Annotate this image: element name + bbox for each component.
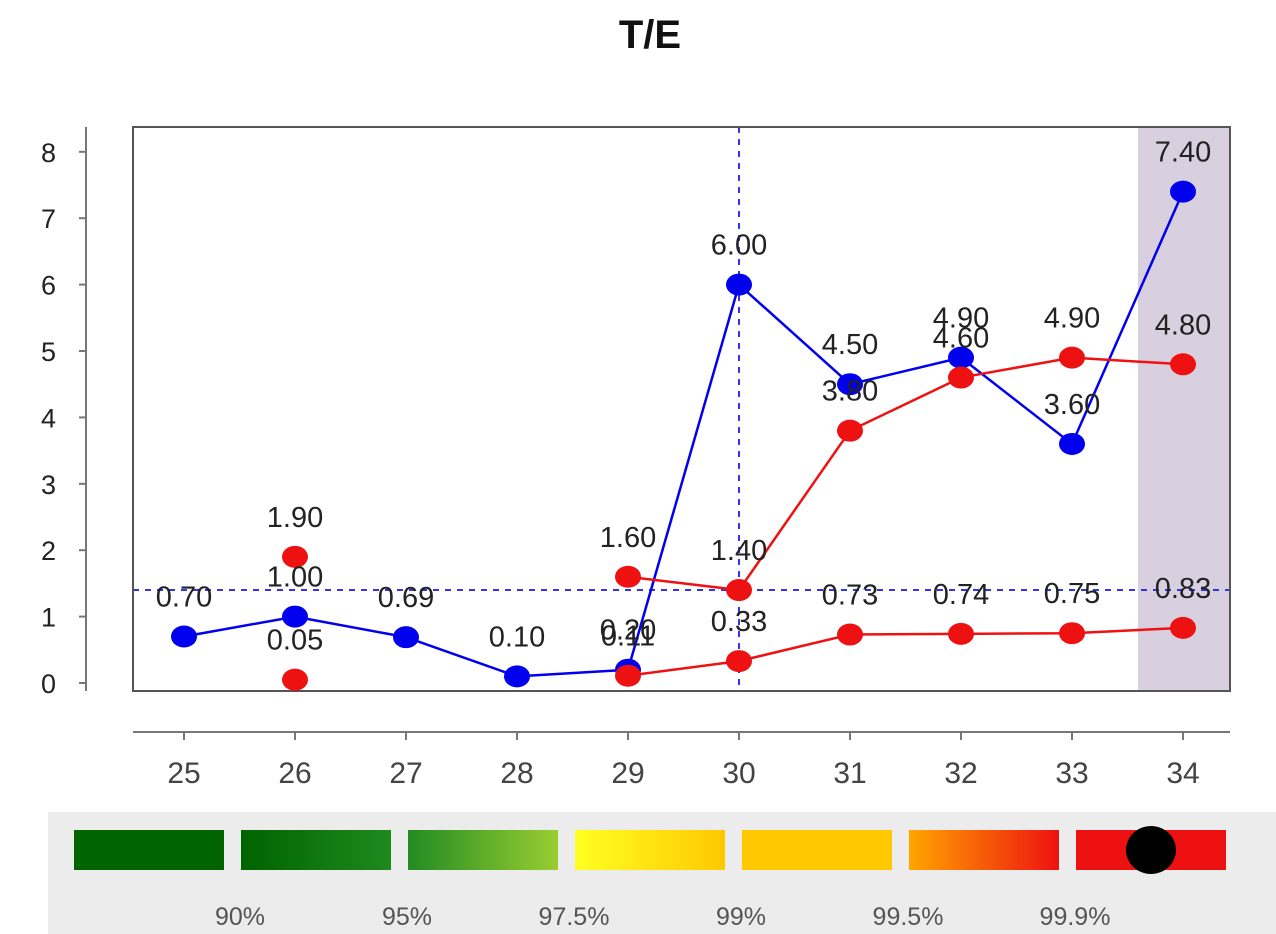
legend-label: 97.5% [539,903,610,931]
data-point [1059,622,1085,645]
x-tick-label: 31 [833,757,866,790]
y-tick-label: 2 [41,536,56,566]
data-label: 1.60 [600,522,656,554]
data-point [282,668,308,691]
data-label: 4.90 [1044,303,1100,335]
data-label: 3.80 [822,376,878,408]
x-tick-label: 33 [1055,757,1088,790]
data-label: 0.10 [489,621,545,653]
y-tick-label: 5 [41,337,56,367]
data-point [948,346,974,369]
legend-swatch [909,830,1059,870]
data-label: 3.60 [1044,389,1100,421]
data-point [282,605,308,628]
data-point [1170,616,1196,639]
data-point [837,419,863,442]
data-point [393,626,419,649]
y-tick-label: 1 [41,603,56,633]
data-point [837,373,863,396]
x-tick-label: 34 [1166,757,1199,790]
data-label: 0.83 [1155,573,1211,605]
data-point [504,665,530,688]
data-point [282,545,308,568]
data-point [726,579,752,602]
data-label: 0.73 [822,580,878,612]
data-label: 0.74 [933,579,989,611]
x-tick-label: 28 [500,757,533,790]
data-point [1059,432,1085,455]
data-point [948,622,974,645]
legend-label: 95% [382,903,432,931]
data-label: 4.60 [933,323,989,355]
legend-label: 90% [215,903,265,931]
data-point [1170,353,1196,376]
data-label: 6.00 [711,230,767,262]
x-tick-label: 32 [944,757,977,790]
plot-background [133,127,1230,691]
data-point [726,273,752,296]
data-point [615,664,641,687]
data-label: 0.11 [601,621,655,653]
data-label: 4.90 [933,303,989,335]
x-tick-label: 25 [167,757,200,790]
x-tick-label: 30 [722,757,755,790]
series-line [627,626,1184,677]
y-tick-label: 3 [41,470,56,500]
x-tick-label: 27 [389,757,422,790]
y-tick-label: 7 [41,204,56,234]
legend-swatch [742,830,892,870]
chart-title: T/E [619,13,681,57]
data-label: 0.75 [1044,578,1100,610]
data-point [615,565,641,588]
data-label: 4.50 [822,329,878,361]
series-line [626,191,1185,671]
x-tick-label: 29 [611,757,644,790]
y-tick-label: 0 [41,669,56,699]
data-label: 0.33 [711,606,767,638]
legend-swatch [575,830,725,870]
highlight-band [1138,127,1230,691]
y-tick-label: 8 [41,138,56,168]
data-label: 4.80 [1155,309,1211,341]
data-label: 0.05 [267,625,323,657]
data-label: 0.20 [600,615,656,647]
legend-label: 99% [716,903,766,931]
legend-label: 99.9% [1040,903,1111,931]
legend-swatch [408,830,558,870]
data-point [171,625,197,648]
plot-frame [132,126,1231,692]
data-point [837,623,863,646]
data-point [948,366,974,389]
data-point [1170,180,1196,203]
data-label: 1.40 [711,535,767,567]
data-label: 7.40 [1155,137,1211,169]
series-line [627,356,1184,592]
legend-swatch [241,830,391,870]
data-label: 1.00 [267,562,323,594]
data-label: 0.70 [156,582,212,614]
y-tick-label: 4 [41,403,56,433]
data-label: 0.69 [378,582,434,614]
legend-label: 99.5% [873,903,944,931]
legend-swatch [74,830,224,870]
data-label: 1.90 [267,502,323,534]
data-point [726,650,752,673]
legend-marker [1126,826,1176,874]
data-point [1059,346,1085,369]
y-tick-label: 6 [41,271,56,301]
x-tick-label: 26 [278,757,311,790]
